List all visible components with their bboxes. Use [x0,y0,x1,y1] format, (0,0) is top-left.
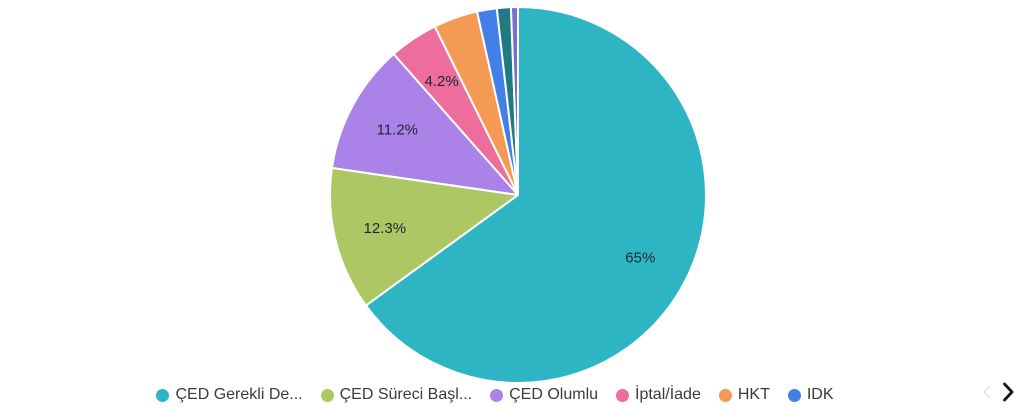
legend-item-label: İptal/İade [635,386,701,403]
legend-item-label: ÇED Olumlu [509,386,599,403]
legend-prev-button[interactable] [978,383,996,401]
legend-item-5[interactable]: IDK [787,386,834,404]
chevron-right-icon [1003,382,1014,402]
pie-slice-7[interactable] [509,6,519,196]
legend-pagination [978,380,1020,404]
pie-slice-2[interactable] [330,52,519,196]
legend-item-label: ÇED Gerekli De... [175,386,303,403]
legend-next-button[interactable] [996,380,1020,404]
legend-swatch-icon [490,388,504,402]
legend-item-4[interactable]: HKT [718,386,770,404]
legend-item-2[interactable]: ÇED Olumlu [490,386,598,404]
legend: ÇED Gerekli De... ÇED Süreci Başl... ÇED O… [0,384,1024,406]
legend-item-3[interactable]: İptal/İade [616,386,701,404]
legend-item-label: HKT [737,386,770,403]
legend-item-1[interactable]: ÇED Süreci Başl... [320,386,473,404]
pie-slice-1[interactable] [329,166,519,307]
pie-slice-0[interactable] [364,6,707,384]
legend-swatch-icon [156,388,170,402]
legend-swatch-icon [718,388,732,402]
legend-swatch-icon [616,388,630,402]
legend-item-label: IDK [806,386,834,403]
legend-item-label: ÇED Süreci Başl... [339,386,473,403]
legend-swatch-icon [787,388,801,402]
chevron-left-icon [983,385,990,399]
legend-swatch-icon [320,388,334,402]
legend-item-0[interactable]: ÇED Gerekli De... [156,386,303,404]
